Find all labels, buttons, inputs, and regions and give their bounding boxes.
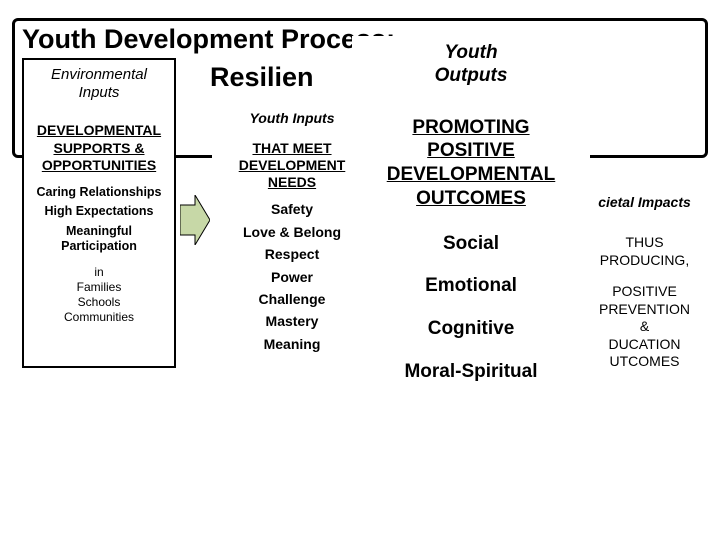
env-item-2: High Expectations xyxy=(28,204,170,220)
societal-impacts-box: cietal Impacts THUS PRODUCING, POSITIVE … xyxy=(572,190,717,462)
yi-sub-l1: THAT MEET xyxy=(252,140,331,156)
yo-item-2: Emotional xyxy=(358,275,584,298)
yo-heading-l2: Outputs xyxy=(435,65,508,86)
yo-item-1: Social xyxy=(358,233,584,256)
yi-sub-l3: NEEDS xyxy=(268,174,316,190)
env-sub-l2: SUPPORTS & xyxy=(53,140,144,156)
so-l6: DUCATION xyxy=(572,336,717,354)
yi-item-4: Power xyxy=(214,266,370,288)
yi-item-7: Meaning xyxy=(214,333,370,355)
yo-sub-l2: POSITIVE xyxy=(427,140,515,161)
environmental-inputs-box: Environmental Inputs DEVELOPMENTAL SUPPO… xyxy=(22,58,176,368)
env-item-1: Caring Relationships xyxy=(28,185,170,201)
yo-heading-l1: Youth xyxy=(444,42,497,63)
youth-outputs-heading: Youth Outputs xyxy=(358,42,584,88)
yi-item-2: Love & Belong xyxy=(214,221,370,243)
yo-item-3: Cognitive xyxy=(358,318,584,341)
arrow-icon xyxy=(180,195,210,245)
youth-outputs-subheading: PROMOTING POSITIVE DEVELOPMENTAL OUTCOME… xyxy=(358,116,584,211)
yo-sub-l1: PROMOTING xyxy=(412,117,529,138)
env-loc-2: Schools xyxy=(28,295,170,310)
env-subheading: DEVELOPMENTAL SUPPORTS & OPPORTUNITIES xyxy=(28,122,170,175)
env-loc-3: Communities xyxy=(28,310,170,325)
yo-item-4: Moral-Spiritual xyxy=(358,361,584,384)
so-l5: & xyxy=(572,318,717,336)
env-item-3-l1: Meaningful xyxy=(66,224,132,238)
env-sub-l1: DEVELOPMENTAL xyxy=(37,122,161,138)
societal-heading: cietal Impacts xyxy=(572,194,717,210)
env-in: in xyxy=(28,265,170,280)
env-heading-l2: Inputs xyxy=(79,84,120,101)
env-loc-1: Families xyxy=(28,280,170,295)
env-sub-l3: OPPORTUNITIES xyxy=(42,157,156,173)
yi-item-3: Respect xyxy=(214,243,370,265)
env-heading-l1: Environmental xyxy=(51,66,147,83)
yo-sub-l3: DEVELOPMENTAL xyxy=(387,164,556,185)
youth-outputs-box: Youth Outputs PROMOTING POSITIVE DEVELOP… xyxy=(352,36,590,516)
yi-item-1: Safety xyxy=(214,198,370,220)
yi-item-5: Challenge xyxy=(214,288,370,310)
youth-inputs-heading: Youth Inputs xyxy=(214,110,370,126)
so-l7: UTCOMES xyxy=(572,353,717,371)
env-item-3-l2: Participation xyxy=(61,239,137,253)
yi-sub-l2: DEVELOPMENT xyxy=(239,157,346,173)
so-l1: THUS xyxy=(572,234,717,252)
youth-inputs-subheading: THAT MEET DEVELOPMENT NEEDS xyxy=(214,140,370,190)
youth-inputs-box: Youth Inputs THAT MEET DEVELOPMENT NEEDS… xyxy=(212,106,372,411)
yi-item-6: Mastery xyxy=(214,310,370,332)
env-item-3: Meaningful Participation xyxy=(28,224,170,255)
so-l3: POSITIVE xyxy=(572,283,717,301)
env-heading: Environmental Inputs xyxy=(28,66,170,102)
main-title: Youth Development Process: xyxy=(22,24,395,55)
so-l2: PRODUCING, xyxy=(572,252,717,270)
yo-sub-l4: OUTCOMES xyxy=(416,188,526,209)
subtitle: Resilien xyxy=(210,62,314,93)
so-l4: PREVENTION xyxy=(572,301,717,319)
